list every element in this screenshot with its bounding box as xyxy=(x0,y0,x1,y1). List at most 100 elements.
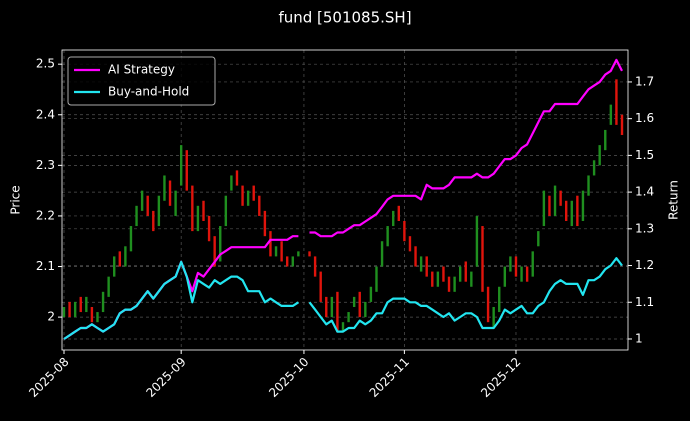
candle xyxy=(447,276,451,292)
candle xyxy=(274,246,278,257)
candle xyxy=(492,306,495,328)
candle xyxy=(414,246,417,267)
candle xyxy=(113,256,116,277)
candle xyxy=(230,175,233,191)
candle xyxy=(179,145,183,186)
candle xyxy=(68,301,71,318)
series-line xyxy=(63,257,623,340)
candle xyxy=(403,220,406,242)
candle xyxy=(486,286,490,323)
candle xyxy=(525,266,529,282)
candle xyxy=(286,256,289,267)
candle xyxy=(163,175,166,201)
candle xyxy=(503,266,507,287)
candle xyxy=(85,296,88,313)
y-tick-label: 2 xyxy=(47,310,55,324)
y2-tick-label: 1.3 xyxy=(635,221,654,235)
candle xyxy=(62,306,66,318)
y2-tick-label: 1.7 xyxy=(635,74,654,88)
candle xyxy=(168,180,172,206)
candle xyxy=(269,231,272,257)
candle xyxy=(263,210,267,237)
x-tick-label: 2025-09 xyxy=(143,355,188,400)
x-tick-label: 2025-11 xyxy=(367,355,412,400)
candle xyxy=(347,312,350,323)
y-tick-label: 2.5 xyxy=(36,57,55,71)
x-tick-label: 2025-12 xyxy=(478,355,523,400)
candle xyxy=(598,145,601,166)
candle xyxy=(341,322,345,333)
candle xyxy=(431,271,434,287)
candle xyxy=(101,291,105,313)
candle xyxy=(570,200,573,227)
candle xyxy=(542,190,546,227)
candle xyxy=(419,256,423,272)
candle xyxy=(458,266,462,282)
candle xyxy=(464,261,467,282)
candle xyxy=(553,185,557,216)
candle xyxy=(453,276,456,292)
candle xyxy=(369,286,373,302)
candle xyxy=(481,226,484,292)
candle xyxy=(392,210,395,227)
candle xyxy=(604,129,607,151)
candle xyxy=(559,190,562,206)
candle xyxy=(425,256,428,277)
legend-label: Buy-and-Hold xyxy=(108,85,189,99)
candle xyxy=(252,185,255,201)
candle xyxy=(436,271,440,287)
candle xyxy=(330,296,334,318)
y-axis-label: Price xyxy=(9,185,23,214)
candle xyxy=(185,150,188,191)
x-tick-label: 2025-10 xyxy=(266,355,311,400)
candle xyxy=(308,251,311,257)
candle xyxy=(615,79,618,125)
candle xyxy=(213,236,216,267)
candle xyxy=(498,286,501,313)
y2-tick-label: 1.4 xyxy=(635,185,654,199)
y2-tick-label: 1.5 xyxy=(635,148,654,162)
candle xyxy=(291,256,294,267)
candle xyxy=(96,312,99,323)
candle xyxy=(592,160,596,176)
candle xyxy=(386,226,389,247)
candle xyxy=(576,195,579,227)
candle xyxy=(325,296,328,318)
candle xyxy=(352,296,356,307)
legend-label: AI Strategy xyxy=(108,63,175,77)
x-tick-label: 2025-08 xyxy=(26,355,71,400)
plot-frame xyxy=(61,49,629,351)
candle xyxy=(90,306,94,323)
candle xyxy=(520,266,523,282)
candle xyxy=(336,291,339,333)
candle xyxy=(280,241,283,262)
candle xyxy=(319,271,322,302)
candle xyxy=(235,170,239,186)
candle xyxy=(442,266,445,282)
candle xyxy=(129,226,133,252)
candle xyxy=(219,226,222,262)
candle xyxy=(375,266,378,292)
candle xyxy=(79,296,82,313)
candle xyxy=(565,200,568,221)
candle xyxy=(196,205,200,232)
candle xyxy=(397,205,400,221)
candle xyxy=(470,271,473,287)
candle xyxy=(174,190,177,216)
candle xyxy=(620,114,624,135)
candle xyxy=(313,256,317,277)
y2-tick-label: 1.1 xyxy=(635,295,654,309)
candle xyxy=(358,291,361,318)
candle xyxy=(514,256,518,277)
candle xyxy=(152,210,155,232)
y2-tick-label: 1.2 xyxy=(635,258,654,272)
candle xyxy=(157,195,161,227)
candle xyxy=(609,104,613,125)
candle xyxy=(364,301,367,318)
chart-title: fund [501085.SH] xyxy=(278,9,411,27)
candle xyxy=(202,200,205,221)
candle xyxy=(118,251,121,267)
candle xyxy=(107,276,110,297)
y-tick-label: 2.2 xyxy=(36,208,55,222)
candle xyxy=(241,185,244,206)
